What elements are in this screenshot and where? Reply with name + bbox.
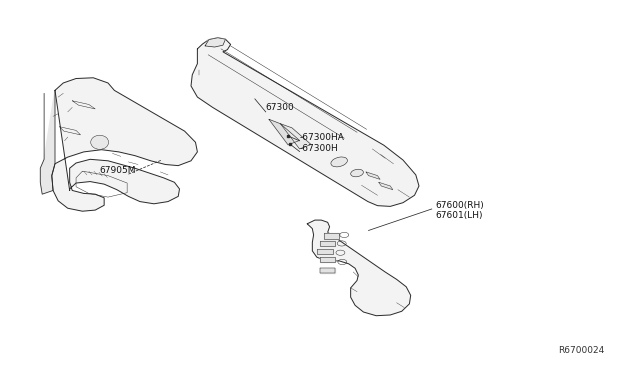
Polygon shape [317,249,333,254]
Polygon shape [280,124,311,149]
Polygon shape [366,172,380,179]
Text: 67601(LH): 67601(LH) [435,211,483,220]
Text: R6700024: R6700024 [558,346,604,355]
Text: 67600(RH): 67600(RH) [435,201,484,210]
Polygon shape [307,220,411,316]
Polygon shape [205,38,225,47]
Polygon shape [40,90,55,194]
Polygon shape [320,268,335,273]
Polygon shape [379,182,393,190]
Text: 67300: 67300 [266,103,294,112]
Text: 67905M: 67905M [100,166,136,175]
Polygon shape [52,78,197,211]
Text: -67300HA: -67300HA [300,133,344,142]
Ellipse shape [91,135,109,149]
Text: -67300H: -67300H [300,144,339,153]
Polygon shape [320,257,335,262]
Polygon shape [191,38,419,206]
Ellipse shape [331,157,348,167]
Ellipse shape [351,169,364,177]
Polygon shape [324,234,339,238]
Polygon shape [320,241,335,246]
Polygon shape [269,119,300,145]
